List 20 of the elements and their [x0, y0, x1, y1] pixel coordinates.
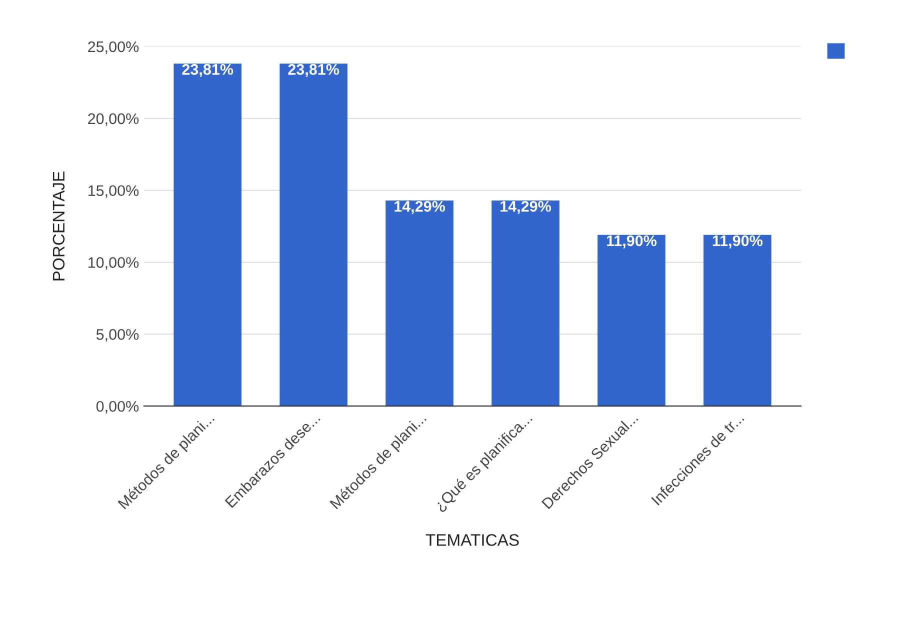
y-tick-label: 0,00%	[96, 400, 139, 414]
data-label: 11,90%	[606, 235, 657, 248]
data-label: 11,90%	[712, 235, 763, 248]
bar	[492, 200, 560, 406]
x-axis-title: TEMATICAS	[426, 534, 519, 546]
data-label: 14,29%	[500, 200, 551, 214]
data-label: 23,81%	[288, 64, 340, 78]
data-label: 23,81%	[182, 64, 234, 78]
y-tick-label: 20,00%	[88, 113, 139, 126]
y-tick-label: 5,00%	[96, 329, 139, 342]
bar	[386, 200, 454, 406]
bar	[704, 234, 772, 406]
y-tick-label: 10,00%	[88, 257, 139, 270]
bar	[280, 64, 348, 406]
data-label: 14,29%	[394, 200, 446, 214]
bar	[598, 234, 666, 406]
y-tick-label: 25,00%	[88, 41, 139, 54]
y-tick-label: 15,00%	[88, 185, 139, 198]
y-axis-title: PORCENTAJE	[52, 172, 65, 280]
bar	[174, 64, 242, 406]
